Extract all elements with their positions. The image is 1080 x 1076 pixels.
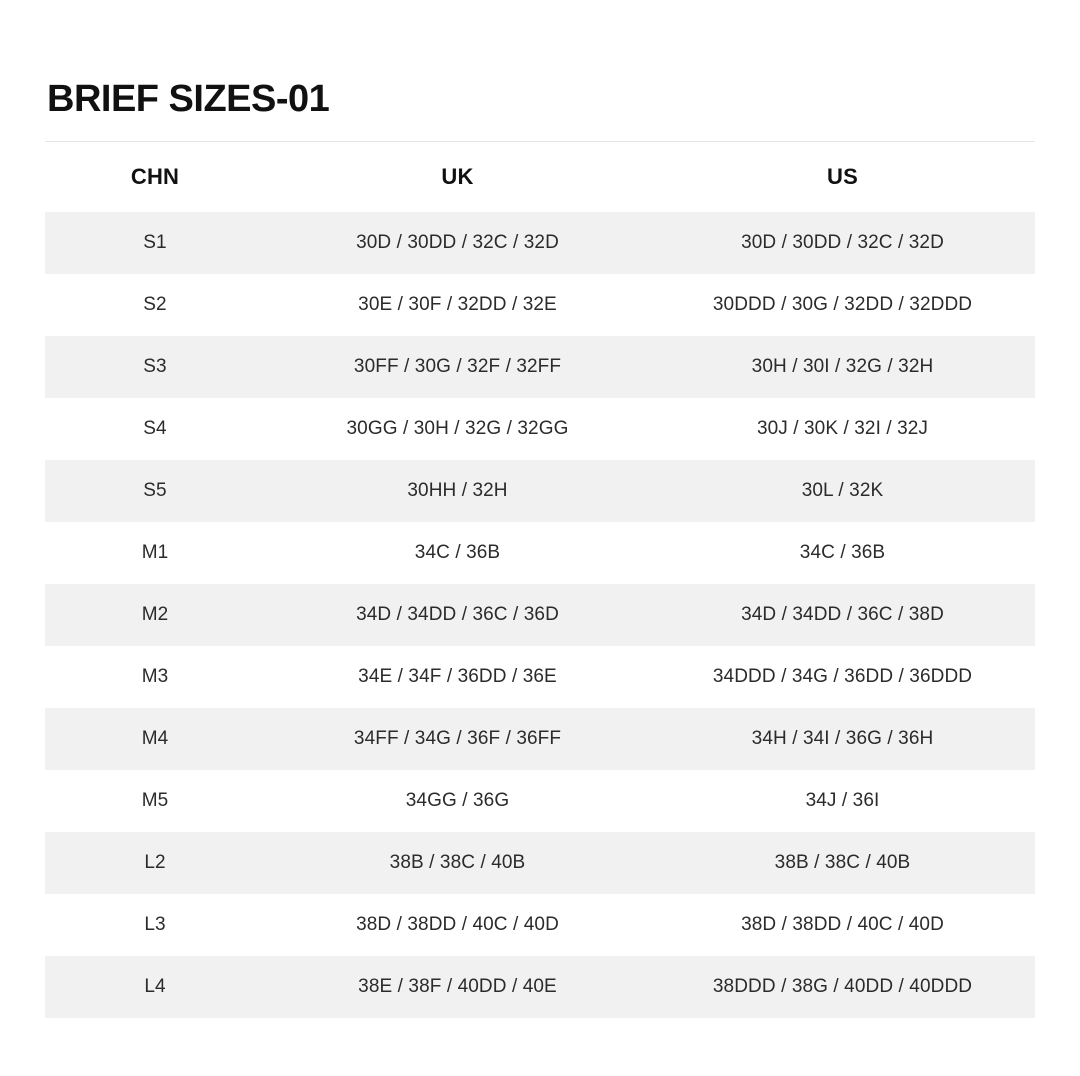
table-row: M3 34E / 34F / 36DD / 36E 34DDD / 34G / 36… bbox=[45, 646, 1035, 708]
table-row: L2 38B / 38C / 40B 38B / 38C / 40B bbox=[45, 832, 1035, 894]
cell-uk: 34D / 34DD / 36C / 36D bbox=[356, 604, 559, 625]
cell-chn: S3 bbox=[143, 356, 167, 377]
table-header: CHN UK US bbox=[45, 141, 1035, 212]
cell-chn: M1 bbox=[141, 542, 169, 563]
cell-chn: S1 bbox=[143, 232, 167, 253]
cell-us: 34J / 36I bbox=[805, 790, 880, 811]
cell-chn: M2 bbox=[141, 604, 169, 625]
cell-uk: 30HH / 32H bbox=[407, 480, 508, 501]
column-header-us: US bbox=[650, 141, 1035, 212]
cell-us: 38DDD / 38G / 40DD / 40DDD bbox=[712, 976, 973, 997]
size-conversion-table: CHN UK US S1 30D / 30DD / 32C / 32D 30D / … bbox=[45, 141, 1035, 1018]
cell-us: 30D / 30DD / 32C / 32D bbox=[741, 232, 944, 253]
cell-us: 30L / 32K bbox=[801, 480, 884, 501]
cell-chn: M3 bbox=[141, 666, 169, 687]
cell-us: 34D / 34DD / 36C / 38D bbox=[741, 604, 944, 625]
table-row: M4 34FF / 34G / 36F / 36FF 34H / 34I / 36G… bbox=[45, 708, 1035, 770]
cell-us: 30H / 30I / 32G / 32H bbox=[751, 356, 934, 377]
cell-chn: L2 bbox=[144, 852, 166, 873]
table-header-row: CHN UK US bbox=[45, 141, 1035, 212]
cell-chn: M4 bbox=[141, 728, 169, 749]
cell-uk: 30E / 30F / 32DD / 32E bbox=[358, 294, 557, 315]
cell-us: 38B / 38C / 40B bbox=[774, 852, 911, 873]
cell-uk: 38E / 38F / 40DD / 40E bbox=[358, 976, 557, 997]
table-body: S1 30D / 30DD / 32C / 32D 30D / 30DD / 32C… bbox=[45, 212, 1035, 1018]
cell-uk: 34C / 36B bbox=[414, 542, 501, 563]
table-row: S5 30HH / 32H 30L / 32K bbox=[45, 460, 1035, 522]
page-title: BRIEF SIZES-01 bbox=[47, 78, 330, 121]
cell-us: 34H / 34I / 36G / 36H bbox=[751, 728, 934, 749]
table-row: S1 30D / 30DD / 32C / 32D 30D / 30DD / 32C… bbox=[45, 212, 1035, 274]
cell-uk: 30GG / 30H / 32G / 32GG bbox=[346, 418, 569, 439]
cell-us: 30J / 30K / 32I / 32J bbox=[756, 418, 929, 439]
column-header-uk: UK bbox=[265, 141, 650, 212]
cell-chn: S2 bbox=[143, 294, 167, 315]
table-row: S4 30GG / 30H / 32G / 32GG 30J / 30K / 32I… bbox=[45, 398, 1035, 460]
table-row: S3 30FF / 30G / 32F / 32FF 30H / 30I / 32G… bbox=[45, 336, 1035, 398]
cell-uk: 38B / 38C / 40B bbox=[389, 852, 526, 873]
cell-uk: 34FF / 34G / 36F / 36FF bbox=[353, 728, 562, 749]
cell-uk: 34E / 34F / 36DD / 36E bbox=[358, 666, 557, 687]
cell-us: 38D / 38DD / 40C / 40D bbox=[741, 914, 944, 935]
table-row: L3 38D / 38DD / 40C / 40D 38D / 38DD / 40C… bbox=[45, 894, 1035, 956]
cell-us: 30DDD / 30G / 32DD / 32DDD bbox=[712, 294, 973, 315]
table-row: M1 34C / 36B 34C / 36B bbox=[45, 522, 1035, 584]
cell-uk: 30FF / 30G / 32F / 32FF bbox=[353, 356, 562, 377]
cell-us: 34DDD / 34G / 36DD / 36DDD bbox=[712, 666, 973, 687]
cell-chn: L3 bbox=[144, 914, 166, 935]
table-row: M5 34GG / 36G 34J / 36I bbox=[45, 770, 1035, 832]
table-row: L4 38E / 38F / 40DD / 40E 38DDD / 38G / 40… bbox=[45, 956, 1035, 1018]
table-row: S2 30E / 30F / 32DD / 32E 30DDD / 30G / 32… bbox=[45, 274, 1035, 336]
cell-chn: S4 bbox=[143, 418, 167, 439]
cell-us: 34C / 36B bbox=[799, 542, 886, 563]
cell-chn: S5 bbox=[143, 480, 167, 501]
size-table-container: CHN UK US S1 30D / 30DD / 32C / 32D 30D / … bbox=[45, 141, 1035, 1018]
cell-uk: 34GG / 36G bbox=[405, 790, 510, 811]
column-header-chn: CHN bbox=[45, 141, 265, 212]
cell-chn: L4 bbox=[144, 976, 166, 997]
cell-uk: 30D / 30DD / 32C / 32D bbox=[356, 232, 559, 253]
table-row: M2 34D / 34DD / 36C / 36D 34D / 34DD / 36C… bbox=[45, 584, 1035, 646]
cell-chn: M5 bbox=[141, 790, 169, 811]
cell-uk: 38D / 38DD / 40C / 40D bbox=[356, 914, 559, 935]
